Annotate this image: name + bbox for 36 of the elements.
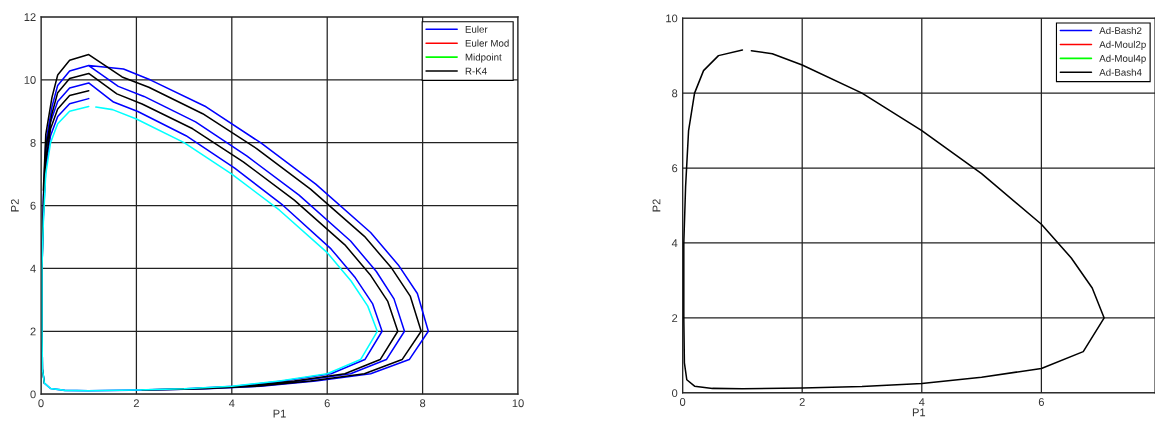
y-tick-label: 0: [30, 390, 36, 399]
legend-label: Ad-Moul2p: [1099, 40, 1146, 50]
legend-label: Euler: [465, 25, 488, 33]
legend-label: R-K4: [465, 67, 487, 75]
y-axis-title: P2: [652, 199, 661, 212]
x-tick-label: 0: [679, 398, 686, 406]
line-series: [41, 105, 379, 392]
x-tick-label: 4: [228, 399, 235, 408]
y-tick-label: 10: [24, 76, 36, 84]
x-axis-title: P1: [912, 408, 926, 417]
y-tick-label: 6: [672, 164, 678, 173]
x-tick-label: 6: [324, 399, 330, 408]
y-tick-label: 2: [30, 327, 36, 336]
y-axis-title: P2: [10, 199, 19, 212]
legend-label: Ad-Moul4p: [1099, 54, 1146, 64]
x-axis-title: P1: [273, 409, 286, 418]
y-tick-label: 10: [666, 14, 678, 23]
x-tick-label: 0: [38, 399, 44, 408]
y-tick-label: 2: [672, 314, 678, 322]
y-tick-label: 4: [30, 264, 36, 273]
legend-label: Ad-Bash4: [1099, 68, 1142, 76]
y-tick-label: 8: [30, 138, 36, 147]
legend-label: Ad-Bash2: [1099, 26, 1142, 35]
x-tick-label: 2: [133, 399, 139, 408]
y-tick-label: 4: [671, 239, 678, 248]
y-tick-label: 12: [24, 13, 36, 21]
legend-label: Midpoint: [465, 53, 502, 63]
y-tick-label: 6: [30, 201, 36, 210]
x-tick-label: 4: [918, 398, 925, 406]
x-tick-label: 2: [799, 398, 805, 406]
x-tick-label: 6: [1038, 398, 1044, 406]
y-tick-label: 8: [672, 89, 678, 98]
x-tick-label: 10: [512, 399, 524, 408]
x-tick-label: 8: [420, 399, 426, 408]
y-tick-label: 0: [672, 389, 678, 398]
legend-label: Euler Mod: [465, 39, 509, 47]
